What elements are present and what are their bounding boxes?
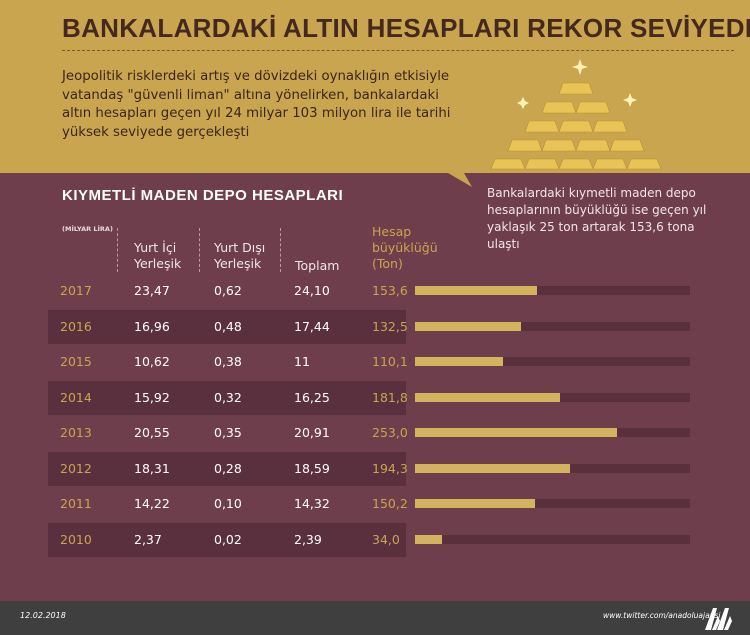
year-cell: 2013 (60, 425, 92, 440)
total-cell: 17,44 (294, 318, 330, 334)
twitter-link[interactable]: www.twitter.com/anadoluajansi (603, 611, 721, 620)
column-header-nonresident: Yurt Dışı Yerleşik (214, 240, 266, 271)
year-cell: 2012 (60, 460, 92, 476)
total-cell: 24,10 (294, 283, 330, 298)
resident-cell: 14,22 (134, 496, 170, 511)
resident-cell: 10,62 (134, 354, 170, 369)
nonresident-cell: 0,38 (214, 354, 242, 369)
size-cell: 110,1 (372, 354, 408, 369)
size-cell: 153,6 (372, 283, 408, 298)
year-cell: 2015 (60, 354, 92, 369)
resident-cell: 23,47 (134, 283, 170, 298)
bar-track (415, 321, 690, 331)
year-cell: 2010 (60, 531, 92, 547)
total-cell: 14,32 (294, 496, 330, 511)
resident-cell: 15,92 (134, 389, 170, 405)
column-header-size: Hesap büyüklüğü (Ton) (372, 224, 438, 271)
total-cell: 2,39 (294, 531, 322, 547)
year-cell: 2016 (60, 318, 92, 334)
table-row: 2012 18,31 0,28 18,59 194,3 (48, 451, 408, 486)
total-cell: 16,25 (294, 389, 330, 405)
bar-track (415, 286, 690, 295)
table-row: 2013 20,55 0,35 20,91 253,0 (48, 416, 408, 450)
bar-track (415, 534, 690, 544)
size-bar (415, 534, 443, 544)
unit-label: (MİLYAR LİRA) (62, 225, 113, 233)
callout-text: Bankalardaki kıymetli maden depo hesapla… (487, 186, 707, 251)
table-row: 2010 2,37 0,02 2,39 34,0 (48, 522, 406, 557)
nonresident-cell: 0,32 (214, 389, 242, 405)
resident-cell: 2,37 (134, 531, 162, 547)
total-cell: 11 (294, 354, 310, 369)
callout-notch (448, 173, 472, 187)
title-divider (62, 50, 734, 51)
year-cell: 2017 (60, 283, 92, 298)
gold-bars-icon (490, 59, 662, 170)
table-row: 2017 23,47 0,62 24,10 153,6 (48, 274, 408, 308)
size-cell: 253,0 (372, 425, 408, 440)
nonresident-cell: 0,48 (214, 318, 242, 334)
size-bar (415, 357, 503, 366)
header-separator (280, 228, 282, 272)
year-cell: 2014 (60, 389, 92, 405)
nonresident-cell: 0,62 (214, 283, 242, 298)
size-bar (415, 499, 535, 508)
header-separator (117, 228, 119, 272)
column-header-resident: Yurt İçi Yerleşik (134, 240, 182, 271)
size-cell: 34,0 (372, 531, 400, 547)
date-label: 12.02.2018 (20, 611, 66, 620)
footer: 12.02.2018 www.twitter.com/anadoluajansi (0, 601, 750, 635)
size-cell: 181,8 (372, 389, 408, 405)
resident-cell: 18,31 (134, 460, 170, 476)
table-row: 2014 15,92 0,32 16,25 181,8 (48, 380, 408, 415)
section-title: KIYMETLİ MADEN DEPO HESAPLARI (62, 187, 344, 204)
anadolu-agency-logo-icon (705, 608, 732, 630)
total-cell: 18,59 (294, 460, 330, 476)
nonresident-cell: 0,02 (214, 531, 242, 547)
total-cell: 20,91 (294, 425, 330, 440)
nonresident-cell: 0,28 (214, 460, 242, 476)
intro-text: Jeopolitik risklerdeki artış ve dövizdek… (62, 69, 451, 140)
size-bar (415, 321, 521, 331)
size-cell: 194,3 (372, 460, 408, 476)
table-row: 2015 10,62 0,38 11 110,1 (48, 345, 408, 379)
resident-cell: 16,96 (134, 318, 170, 334)
bar-track (415, 357, 690, 366)
table-row: 2011 14,22 0,10 14,32 150,2 (48, 487, 408, 521)
column-header-total: Toplam (295, 258, 340, 273)
nonresident-cell: 0,35 (214, 425, 242, 440)
table-row: 2016 16,96 0,48 17,44 132,5 (48, 309, 408, 344)
year-cell: 2011 (60, 496, 92, 511)
header-separator (199, 228, 201, 272)
size-bar (415, 392, 560, 402)
size-cell: 132,5 (372, 318, 408, 334)
resident-cell: 20,55 (134, 425, 170, 440)
size-bar (415, 286, 538, 295)
size-bar (415, 428, 617, 437)
nonresident-cell: 0,10 (214, 496, 242, 511)
size-cell: 150,2 (372, 496, 408, 511)
page-title: BANKALARDAKİ ALTIN HESAPLARI REKOR SEVİY… (62, 13, 750, 43)
size-bar (415, 463, 570, 473)
bar-track (415, 499, 690, 508)
